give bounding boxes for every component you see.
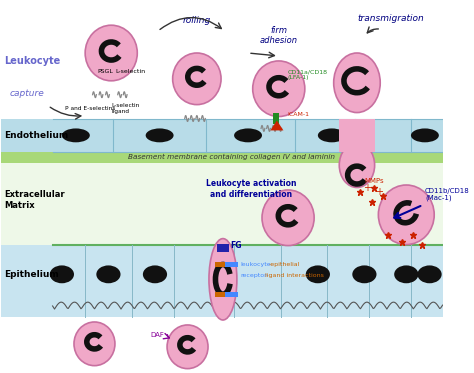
- Ellipse shape: [339, 143, 374, 188]
- Text: PSGL: PSGL: [97, 69, 113, 74]
- Text: Extracellular
Matrix: Extracellular Matrix: [4, 190, 65, 210]
- Circle shape: [173, 53, 221, 104]
- Ellipse shape: [146, 128, 173, 142]
- Ellipse shape: [352, 266, 376, 283]
- Text: L-selectin
ligand: L-selectin ligand: [111, 103, 139, 113]
- Text: L-selectin: L-selectin: [115, 69, 145, 74]
- Polygon shape: [270, 120, 283, 131]
- Text: -epithelial: -epithelial: [269, 262, 300, 267]
- Bar: [1, 163, 443, 245]
- Ellipse shape: [209, 239, 237, 320]
- Text: leukocyte: leukocyte: [241, 262, 271, 267]
- Bar: [215, 263, 225, 267]
- Bar: [1, 152, 443, 163]
- Text: receptor-: receptor-: [241, 273, 269, 278]
- Text: Leukocyte: Leukocyte: [4, 56, 60, 66]
- Text: rolling: rolling: [183, 16, 211, 25]
- Bar: [225, 292, 238, 297]
- Circle shape: [253, 61, 305, 116]
- Text: capture: capture: [10, 89, 45, 98]
- Bar: [1, 317, 443, 372]
- Text: ligand interactions: ligand interactions: [265, 273, 324, 278]
- Text: Basement membrane containing collagen IV and laminin: Basement membrane containing collagen IV…: [128, 154, 335, 160]
- Ellipse shape: [306, 266, 330, 283]
- Text: Leukocyte activation
and differentiation: Leukocyte activation and differentiation: [206, 179, 296, 199]
- Ellipse shape: [143, 266, 167, 283]
- Ellipse shape: [50, 266, 74, 283]
- Text: firm
adhesion: firm adhesion: [260, 26, 298, 45]
- Text: ICAM-1: ICAM-1: [287, 112, 309, 116]
- Text: MMPs: MMPs: [365, 178, 384, 184]
- Bar: [215, 292, 225, 297]
- Bar: [218, 244, 228, 251]
- Ellipse shape: [394, 266, 419, 283]
- Ellipse shape: [418, 266, 442, 283]
- Text: FG: FG: [230, 241, 242, 250]
- Circle shape: [262, 190, 314, 245]
- Bar: [273, 113, 279, 125]
- Ellipse shape: [318, 128, 346, 142]
- Text: Endothelium: Endothelium: [4, 131, 68, 140]
- Bar: [1, 245, 443, 317]
- Text: +: +: [375, 187, 383, 197]
- Bar: [1, 1, 443, 119]
- Ellipse shape: [411, 128, 439, 142]
- Ellipse shape: [96, 266, 120, 283]
- Circle shape: [167, 325, 208, 369]
- Ellipse shape: [334, 53, 380, 113]
- Text: Epithelium: Epithelium: [4, 270, 59, 279]
- Circle shape: [85, 25, 137, 81]
- Text: CD11b/CD18
(Mac-1): CD11b/CD18 (Mac-1): [425, 188, 470, 201]
- Text: DAF: DAF: [151, 332, 164, 338]
- Bar: [1, 119, 443, 152]
- Circle shape: [378, 185, 434, 245]
- Text: P and E-selectins: P and E-selectins: [64, 106, 115, 110]
- Text: +: +: [363, 183, 371, 193]
- Text: transmigration: transmigration: [357, 14, 424, 23]
- Circle shape: [74, 322, 115, 366]
- Ellipse shape: [62, 128, 90, 142]
- Bar: [339, 119, 374, 152]
- Ellipse shape: [234, 128, 262, 142]
- Text: CD11a/CD18
(LFA-1): CD11a/CD18 (LFA-1): [287, 69, 327, 80]
- Bar: [225, 263, 238, 267]
